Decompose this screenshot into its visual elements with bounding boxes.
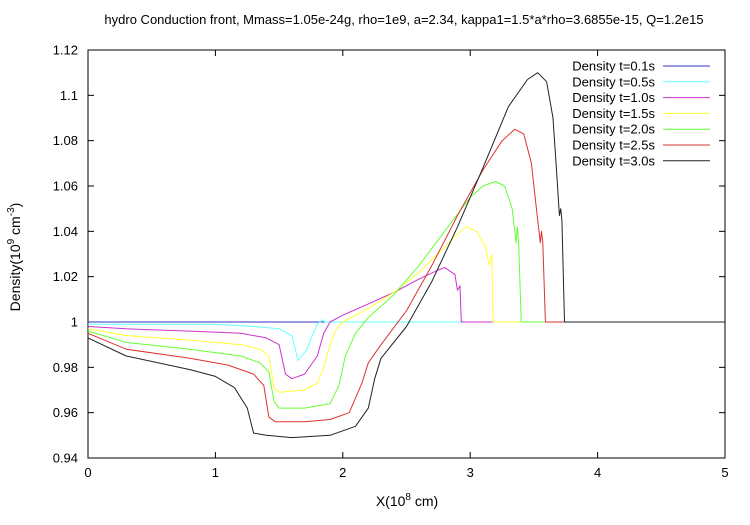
chart-title: hydro Conduction front, Mmass=1.05e-24g,… [104, 12, 703, 27]
legend-label-5: Density t=2.0s [572, 122, 655, 137]
y-tick-label: 1.02 [53, 269, 78, 284]
x-axis-label-tail: cm) [411, 493, 438, 509]
y-tick-label: 1.04 [53, 224, 78, 239]
y-tick-label: 1.08 [53, 133, 78, 148]
legend-label-2: Density t=0.5s [572, 74, 655, 89]
y-axis-label-sup2: -3 [6, 207, 17, 216]
legend-label-4: Density t=1.5s [572, 106, 655, 121]
series-line-6 [87, 128, 725, 423]
legend-label-6: Density t=2.5s [572, 138, 655, 153]
x-tick-label: 0 [84, 465, 91, 480]
y-axis-label-sup1: 9 [6, 238, 17, 244]
x-tick-label: 1 [212, 465, 219, 480]
y-axis-label-mid: cm [7, 216, 23, 239]
x-axis-label-sup: 8 [405, 492, 411, 503]
y-tick-label: 1.12 [53, 43, 78, 58]
y-axis-label-main: Density(10 [7, 244, 23, 311]
y-axis-label: Density(109 cm-3) [6, 203, 23, 312]
legend-label-7: Density t=3.0s [572, 153, 655, 168]
series-line-2 [88, 319, 725, 361]
series-line-5 [87, 181, 725, 409]
y-tick-label: 0.96 [53, 405, 78, 420]
plot-frame [87, 49, 726, 459]
y-axis-label-tail: ) [7, 203, 23, 208]
y-tick-label: 1.06 [53, 179, 78, 194]
y-tick-label: 1.1 [60, 88, 78, 103]
x-axis-label: X(108 cm) [376, 492, 438, 509]
y-tick-label: 0.98 [53, 360, 78, 375]
plot-border [87, 49, 726, 459]
series-line-4 [87, 226, 725, 393]
x-tick-label: 3 [467, 465, 474, 480]
series-line-7 [87, 72, 725, 439]
x-axis: 0 1 2 3 4 5 [84, 50, 729, 480]
x-tick-label: 2 [339, 465, 346, 480]
x-tick-label: 5 [721, 465, 728, 480]
legend-label-1: Density t=0.1s [572, 59, 655, 74]
y-tick-label: 0.94 [53, 451, 78, 466]
x-axis-label-main: X(10 [376, 493, 406, 509]
series-lines [87, 72, 725, 439]
series-line-3 [87, 267, 725, 380]
legend-label-3: Density t=1.0s [572, 90, 655, 105]
x-tick-label: 4 [594, 465, 601, 480]
y-axis: 0.94 0.96 0.98 1 1.02 1.04 1.06 1.08 1.1 1.12 [53, 43, 725, 466]
y-tick-label: 1 [71, 315, 78, 330]
